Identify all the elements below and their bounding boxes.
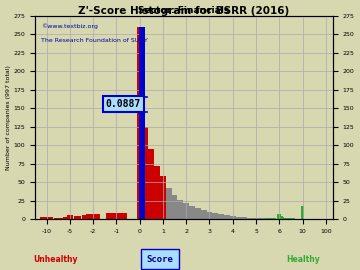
Bar: [58, 218, 63, 219]
Bar: [265, 218, 271, 219]
Bar: [212, 213, 218, 219]
Bar: [271, 218, 276, 219]
Bar: [54, 218, 58, 219]
Bar: [289, 218, 290, 219]
Bar: [82, 215, 89, 219]
Text: Score: Score: [147, 255, 174, 264]
Bar: [230, 216, 236, 219]
Bar: [195, 208, 201, 219]
Bar: [148, 149, 154, 219]
Bar: [172, 195, 177, 219]
Bar: [290, 218, 292, 219]
Text: The Research Foundation of SUNY: The Research Foundation of SUNY: [41, 38, 148, 43]
Bar: [13, 218, 34, 219]
Text: Unhealthy: Unhealthy: [33, 255, 78, 264]
Bar: [253, 218, 259, 219]
Text: ©www.textbiz.org: ©www.textbiz.org: [41, 24, 98, 29]
Bar: [183, 203, 189, 219]
Bar: [63, 217, 67, 219]
Bar: [137, 27, 143, 219]
Bar: [224, 215, 230, 219]
Bar: [283, 217, 284, 219]
Bar: [86, 214, 100, 219]
Title: Z'-Score Histogram for BSRR (2016): Z'-Score Histogram for BSRR (2016): [78, 6, 289, 16]
Bar: [139, 27, 145, 219]
Bar: [40, 217, 53, 219]
Bar: [67, 215, 73, 219]
Bar: [301, 207, 304, 219]
Bar: [166, 188, 172, 219]
Bar: [154, 166, 160, 219]
Bar: [207, 212, 212, 219]
Bar: [218, 214, 224, 219]
Bar: [292, 218, 293, 219]
Y-axis label: Number of companies (997 total): Number of companies (997 total): [5, 65, 10, 170]
Text: 0.0887: 0.0887: [106, 99, 141, 109]
Bar: [278, 214, 281, 219]
Bar: [0, 218, 10, 219]
Bar: [49, 218, 53, 219]
Bar: [284, 218, 286, 219]
Bar: [247, 218, 253, 219]
Text: Sector: Financials: Sector: Financials: [138, 6, 230, 15]
Bar: [189, 206, 195, 219]
Bar: [280, 215, 282, 219]
Bar: [177, 200, 183, 219]
Bar: [160, 176, 166, 219]
Bar: [293, 218, 294, 219]
Bar: [242, 217, 247, 219]
Bar: [106, 213, 127, 219]
Bar: [74, 216, 81, 219]
Text: Healthy: Healthy: [286, 255, 320, 264]
Bar: [282, 216, 283, 219]
Bar: [143, 127, 148, 219]
Bar: [259, 218, 265, 219]
Bar: [201, 210, 207, 219]
Bar: [236, 217, 242, 219]
Bar: [286, 218, 287, 219]
Bar: [287, 218, 289, 219]
